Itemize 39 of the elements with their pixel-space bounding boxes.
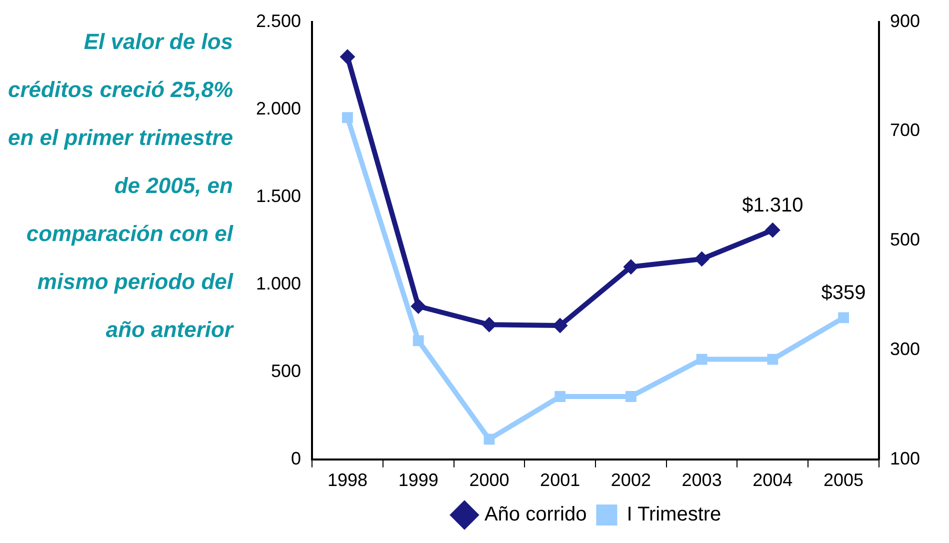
point xyxy=(838,312,849,324)
y2-tick-label: 300 xyxy=(890,338,920,359)
point xyxy=(410,298,426,314)
point xyxy=(694,251,710,266)
point xyxy=(482,317,497,332)
y-tick-label: 2.500 xyxy=(256,10,302,31)
x-tick-label: 2001 xyxy=(540,470,580,490)
legend-label: Año corrido xyxy=(484,504,587,526)
text: El valor de los créditos creció 25,8% en el primer trimestre de 2005, en comparación con el mismo periodo del año anterior xyxy=(8,28,234,344)
point xyxy=(765,222,780,238)
y-tick-label: 1.000 xyxy=(256,273,302,294)
x-tick-label: 1999 xyxy=(398,470,438,490)
y-tick-label: 500 xyxy=(270,360,302,381)
point xyxy=(340,49,355,64)
point xyxy=(554,391,566,402)
point xyxy=(412,335,424,346)
x-tick-label: 2003 xyxy=(682,470,722,490)
legend-label: I Trimestre xyxy=(626,504,722,526)
x-tick-label: 2004 xyxy=(752,470,793,490)
x-tick-label: 2005 xyxy=(824,470,864,490)
y2-tick-label: 500 xyxy=(890,230,920,250)
point xyxy=(625,391,636,402)
y-tick-label: 2.000 xyxy=(256,98,302,118)
data-label: $1.310 xyxy=(742,194,804,217)
point xyxy=(484,434,495,445)
x-tick-label: 1998 xyxy=(327,470,368,490)
point xyxy=(552,318,568,333)
data-label: $359 xyxy=(821,282,866,304)
point xyxy=(767,354,778,365)
x-tick-label: 2000 xyxy=(469,470,510,490)
x-tick-label: 2002 xyxy=(610,470,651,490)
y2-tick-label: 100 xyxy=(890,448,920,468)
point xyxy=(696,354,708,365)
y-tick-label: 0 xyxy=(291,448,302,468)
y-tick-label: 1.500 xyxy=(256,186,302,206)
y2-tick-label: 700 xyxy=(890,120,920,140)
point xyxy=(623,259,638,274)
point xyxy=(342,112,353,123)
y2-tick-label: 900 xyxy=(890,10,920,31)
